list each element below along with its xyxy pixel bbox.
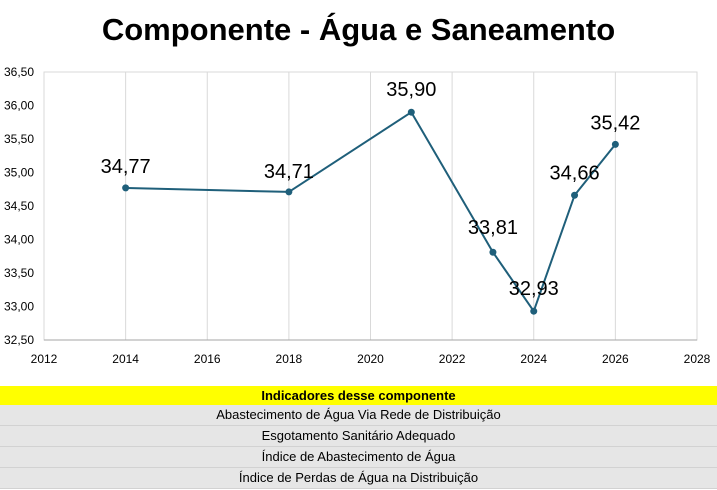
data-point	[571, 191, 579, 199]
axes: 2012 2014 2016 2018 2020 2022 2024 2026 2028 32,5…	[4, 65, 711, 366]
data-point	[530, 307, 538, 315]
indicators-header: Indicadores desse componente	[0, 386, 717, 405]
y-tick-label: 32,50	[4, 333, 34, 347]
data-points	[122, 108, 619, 315]
data-point	[122, 184, 130, 192]
data-point	[611, 140, 619, 148]
x-tick-label: 2024	[520, 352, 547, 366]
data-label: 34,71	[264, 161, 314, 183]
data-label: 32,93	[509, 278, 559, 300]
indicator-row: Índice de Abastecimento de Água	[0, 447, 717, 468]
y-tick-label: 35,00	[4, 166, 34, 180]
indicator-row: Abastecimento de Água Via Rede de Distri…	[0, 405, 717, 426]
x-tick-label: 2012	[31, 352, 58, 366]
indicator-row: Esgotamento Sanitário Adequado	[0, 426, 717, 447]
indicators-table: Indicadores desse componente Abastecimen…	[0, 386, 717, 489]
x-tick-label: 2014	[112, 352, 139, 366]
y-tick-label: 36,00	[4, 99, 34, 113]
x-tick-label: 2016	[194, 352, 221, 366]
x-tick-label: 2018	[276, 352, 303, 366]
data-label: 33,81	[468, 217, 518, 239]
data-label: 34,77	[101, 156, 151, 178]
y-tick-label: 34,50	[4, 199, 34, 213]
data-label: 34,66	[550, 162, 600, 184]
y-tick-label: 33,00	[4, 300, 34, 314]
x-tick-label: 2026	[602, 352, 629, 366]
chart-title: Componente - Água e Saneamento	[101, 12, 616, 47]
data-label: 35,42	[590, 112, 640, 134]
x-tick-label: 2020	[357, 352, 384, 366]
data-point	[407, 108, 415, 116]
data-label: 35,90	[386, 79, 436, 101]
x-tick-label: 2022	[439, 352, 466, 366]
indicator-row: Índice de Perdas de Água na Distribuição	[0, 468, 717, 489]
y-tick-label: 36,50	[4, 65, 34, 79]
y-tick-label: 33,50	[4, 266, 34, 280]
x-tick-label: 2028	[684, 352, 711, 366]
data-labels: 34,77 34,71 35,90 33,81 32,93 34,66 35,42	[101, 79, 641, 300]
data-point	[489, 248, 497, 256]
y-tick-label: 35,50	[4, 132, 34, 146]
y-tick-label: 34,00	[4, 233, 34, 247]
data-point	[285, 188, 293, 196]
line-chart: 2012 2014 2016 2018 2020 2022 2024 2026 2028 32,5…	[4, 65, 711, 366]
